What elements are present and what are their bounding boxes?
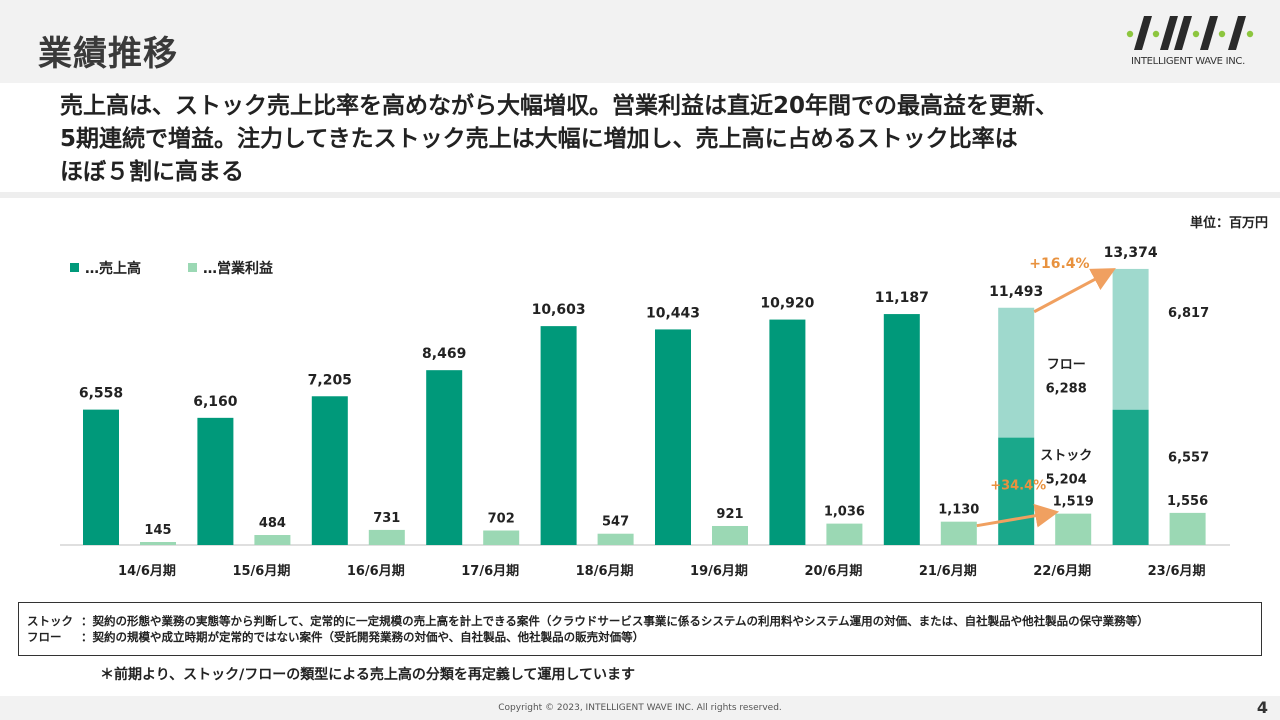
bar-sales xyxy=(769,319,806,545)
data-label-sales: 10,603 xyxy=(532,302,586,318)
footnote: ＊前期より、ストック/フローの類型による売上高の分類を再定義して運用しています xyxy=(100,667,636,683)
company-logo: INTELLIGENT WAVE INC. xyxy=(1122,12,1254,72)
bar-sales-flow xyxy=(998,307,1035,438)
data-label-profit: 1,130 xyxy=(938,503,979,518)
sales-growth-label: +16.4% xyxy=(1029,256,1089,272)
bar-sales xyxy=(426,370,463,545)
legend-label-sales: …売上高 xyxy=(85,261,141,277)
x-tick-label: 20/6月期 xyxy=(804,564,862,579)
bar-profit xyxy=(368,529,405,545)
bar-sales xyxy=(197,417,234,545)
data-label-sales: 6,160 xyxy=(193,394,238,410)
headline: 売上高は、ストック売上比率を高めながら大幅増収。営業利益は直近20年間での最高益… xyxy=(60,90,1260,189)
bar-sales xyxy=(311,396,348,545)
note-flow-term: フロー xyxy=(27,630,62,644)
legend-item-profit: …営業利益 xyxy=(188,258,273,278)
page-number: 4 xyxy=(1256,698,1268,717)
bar-profit xyxy=(597,533,634,545)
note-flow-text: ：契約の規模や成立時期が定常的ではない案件（受託開発業務の対価や、自社製品、他社… xyxy=(81,630,645,644)
bar-sales xyxy=(655,329,691,545)
sales-growth-arrow xyxy=(1033,268,1116,314)
bar-profit xyxy=(940,521,977,545)
breakdown-value-stock: 5,204 xyxy=(1046,472,1087,487)
data-label-profit: 547 xyxy=(602,515,629,530)
copyright: Copyright © 2023, INTELLIGENT WAVE INC. … xyxy=(498,703,782,713)
x-tick-label: 15/6月期 xyxy=(232,564,290,579)
x-tick-label: 23/6月期 xyxy=(1148,564,1206,579)
page-title: 業績推移 xyxy=(38,34,178,74)
bar-profit xyxy=(1169,512,1206,545)
breakdown-value-flow: 6,817 xyxy=(1168,306,1209,321)
data-label-sales: 7,205 xyxy=(308,372,352,388)
data-label-profit: 1,036 xyxy=(824,505,865,520)
logo-text: INTELLIGENT WAVE INC. xyxy=(1131,56,1245,67)
header-band xyxy=(0,0,1280,83)
profit-growth-arrow xyxy=(976,503,1060,528)
bar-profit xyxy=(140,542,176,545)
bar-sales xyxy=(540,326,577,545)
data-label-sales: 6,558 xyxy=(79,386,123,402)
data-label-sales: 8,469 xyxy=(422,346,466,362)
data-label-profit: 145 xyxy=(144,523,171,538)
legend-label-profit: …営業利益 xyxy=(203,261,273,277)
x-tick-label: 17/6月期 xyxy=(461,564,519,579)
x-tick-label: 19/6月期 xyxy=(690,564,748,579)
data-label-profit: 702 xyxy=(488,512,515,527)
breakdown-label-flow: フロー xyxy=(1047,358,1086,373)
legend-swatch-sales xyxy=(70,263,79,272)
separator-band xyxy=(0,192,1280,198)
headline-line-2: 5期連続で増益。注力してきたストック売上は大幅に増加し、売上高に占めるストック比… xyxy=(60,126,1018,152)
definitions-box: ストック ：契約の形態や業務の実態等から判断して、定常的に一定規模の売上高を計上で… xyxy=(18,602,1262,656)
bar-sales-flow xyxy=(1112,268,1149,410)
note-stock: ストック ：契約の形態や業務の実態等から判断して、定常的に一定規模の売上高を計上で… xyxy=(27,613,1253,629)
data-label-sales: 11,493 xyxy=(989,284,1043,300)
data-label-profit: 731 xyxy=(373,511,400,526)
data-label-profit: 1,519 xyxy=(1053,495,1094,510)
x-tick-label: 16/6月期 xyxy=(347,564,405,579)
bar-sales xyxy=(83,409,119,545)
data-label-sales: 10,920 xyxy=(760,296,814,312)
footer-band xyxy=(0,696,1280,720)
breakdown-value-flow: 6,288 xyxy=(1046,382,1087,397)
breakdown-value-stock: 6,557 xyxy=(1168,451,1209,466)
bar-sales-stock xyxy=(1112,409,1149,545)
note-stock-text: ：契約の形態や業務の実態等から判断して、定常的に一定規模の売上高を計上できる案件… xyxy=(81,614,1149,628)
x-tick-label: 18/6月期 xyxy=(576,564,634,579)
headline-line-1: 売上高は、ストック売上比率を高めながら大幅増収。営業利益は直近20年間での最高益… xyxy=(60,93,1059,119)
data-label-sales: 10,443 xyxy=(646,305,700,321)
data-label-profit: 484 xyxy=(259,516,286,531)
headline-line-3: ほぼ５割に高まる xyxy=(60,159,244,185)
note-flow: フロー ：契約の規模や成立時期が定常的ではない案件（受託開発業務の対価や、自社製品… xyxy=(27,629,1253,645)
breakdown-label-stock: ストック xyxy=(1040,448,1092,463)
bar-sales xyxy=(883,314,920,545)
profit-growth-label: +34.4% xyxy=(990,479,1046,494)
bar-profit xyxy=(826,523,863,545)
x-tick-label: 14/6月期 xyxy=(118,564,176,579)
data-label-sales: 11,187 xyxy=(875,290,929,306)
legend-item-sales: …売上高 xyxy=(70,258,141,278)
bar-sales-stock xyxy=(998,437,1035,545)
bar-profit xyxy=(254,535,291,545)
bar-profit xyxy=(712,525,748,545)
legend-swatch-profit xyxy=(188,263,197,272)
data-label-profit: 921 xyxy=(716,507,743,522)
x-tick-label: 21/6月期 xyxy=(919,564,977,579)
bar-profit xyxy=(483,530,520,545)
bar-profit xyxy=(1055,513,1092,545)
note-stock-term: ストック xyxy=(27,614,73,628)
logo-mark-icon xyxy=(1126,16,1254,50)
performance-chart: 6,558 145 14/6月期 6,160 484 15/6月期 7,205 731 16/6… xyxy=(60,245,1230,579)
data-label-sales: 13,374 xyxy=(1104,245,1158,261)
data-label-profit: 1,556 xyxy=(1167,494,1208,509)
x-tick-label: 22/6月期 xyxy=(1033,564,1091,579)
unit-label: 単位：百万円 xyxy=(1189,216,1268,231)
